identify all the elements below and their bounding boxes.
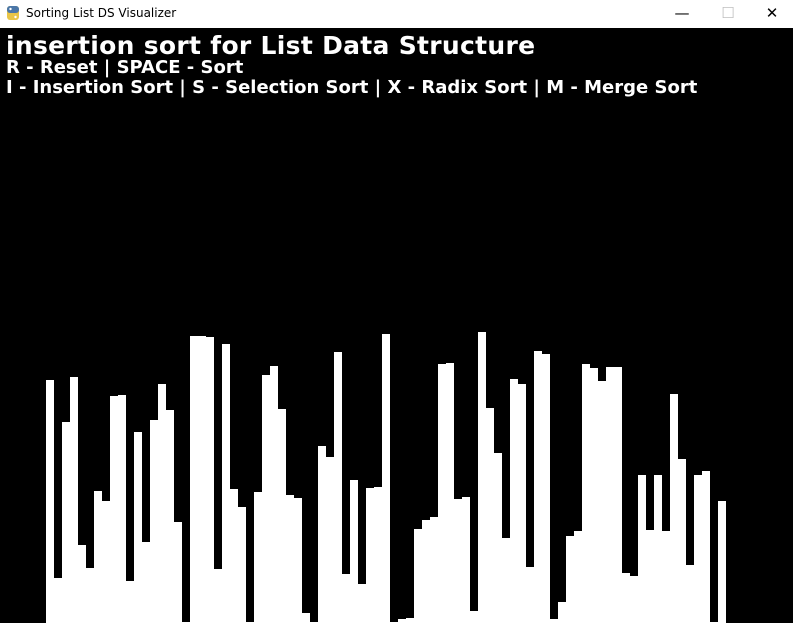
sort-bar xyxy=(222,344,230,623)
sort-bar xyxy=(702,471,710,623)
sort-bar xyxy=(422,520,430,623)
sort-bar xyxy=(190,336,198,623)
sort-bar xyxy=(102,501,110,623)
close-button[interactable]: ✕ xyxy=(765,4,779,22)
sort-bar xyxy=(486,408,494,623)
sort-bar xyxy=(414,529,422,623)
sort-bar xyxy=(278,409,286,623)
sort-bar xyxy=(638,475,646,623)
sort-bar xyxy=(70,377,78,623)
controls-help-line-1: R - Reset | SPACE - Sort xyxy=(6,57,244,78)
window-title: Sorting List DS Visualizer xyxy=(26,6,177,20)
sort-bar xyxy=(574,531,582,623)
sort-bar xyxy=(646,530,654,623)
sort-bar xyxy=(302,613,310,623)
bar-area xyxy=(0,28,793,623)
sort-bar xyxy=(566,536,574,623)
sort-bar xyxy=(46,380,54,623)
sort-bar xyxy=(526,567,534,623)
sort-bar xyxy=(478,332,486,623)
python-icon xyxy=(7,6,19,20)
sort-bar xyxy=(78,545,86,623)
sort-bar xyxy=(262,375,270,623)
sort-bar xyxy=(150,420,158,623)
sort-bar xyxy=(318,446,326,623)
sort-bar xyxy=(542,354,550,623)
sort-bar xyxy=(686,565,694,623)
sort-bar xyxy=(54,578,62,623)
controls-help-line-2: I - Insertion Sort | S - Selection Sort … xyxy=(6,77,698,98)
sort-bar xyxy=(582,364,590,623)
sort-bar xyxy=(350,480,358,623)
sort-bar xyxy=(654,475,662,623)
sort-bar xyxy=(590,368,598,623)
sort-bar xyxy=(670,394,678,623)
sort-bar xyxy=(614,367,622,623)
sort-bar xyxy=(174,522,182,623)
sort-bar xyxy=(502,538,510,623)
sort-bar xyxy=(598,381,606,623)
sort-bar xyxy=(166,410,174,623)
sort-bar xyxy=(510,379,518,623)
sort-bar xyxy=(286,495,294,623)
sort-bar xyxy=(558,602,566,623)
sort-bar xyxy=(382,334,390,623)
sort-bar xyxy=(94,491,102,623)
sort-bar xyxy=(198,336,206,623)
sort-bar xyxy=(230,489,238,623)
sort-bar xyxy=(462,497,470,623)
sort-bar xyxy=(662,531,670,623)
sort-bar xyxy=(494,453,502,623)
sort-bar xyxy=(678,459,686,623)
sort-bar xyxy=(718,501,726,623)
sort-bar xyxy=(358,584,366,623)
sort-bar xyxy=(334,352,342,623)
sort-bar xyxy=(438,364,446,623)
sort-bar xyxy=(238,507,246,623)
sort-bar xyxy=(398,619,406,623)
sort-bar xyxy=(294,498,302,623)
minimize-button[interactable]: — xyxy=(674,4,690,22)
sort-bar xyxy=(270,366,278,623)
sort-bar xyxy=(134,432,142,623)
sort-bar xyxy=(606,367,614,623)
sort-bar xyxy=(374,487,382,623)
sort-bar xyxy=(622,573,630,623)
sort-bar xyxy=(86,568,94,623)
sort-bar xyxy=(206,337,214,623)
sort-bar xyxy=(214,569,222,623)
algorithm-title: insertion sort for List Data Structure xyxy=(6,31,536,60)
sort-bar xyxy=(142,542,150,623)
sort-bar xyxy=(470,611,478,623)
sort-bar xyxy=(126,581,134,623)
sort-bar xyxy=(118,395,126,623)
sort-bar xyxy=(630,576,638,623)
sort-bar xyxy=(534,351,542,623)
sort-bar xyxy=(62,422,70,623)
sort-bar xyxy=(550,619,558,623)
maximize-button[interactable]: ☐ xyxy=(721,4,735,22)
sort-bar xyxy=(406,618,414,623)
sort-bar xyxy=(454,499,462,623)
sort-bar xyxy=(326,457,334,623)
sort-bar xyxy=(430,517,438,623)
window-titlebar: Sorting List DS Visualizer — ☐ ✕ xyxy=(0,0,793,28)
sort-bar xyxy=(254,492,262,623)
sort-bar xyxy=(366,488,374,623)
sort-bar xyxy=(518,384,526,623)
sort-bar xyxy=(110,396,118,623)
sort-bar xyxy=(446,363,454,623)
visualizer-canvas[interactable]: insertion sort for List Data Structure R… xyxy=(0,28,793,623)
sort-bar xyxy=(158,384,166,623)
sort-bar xyxy=(694,475,702,623)
sort-bar xyxy=(342,574,350,623)
